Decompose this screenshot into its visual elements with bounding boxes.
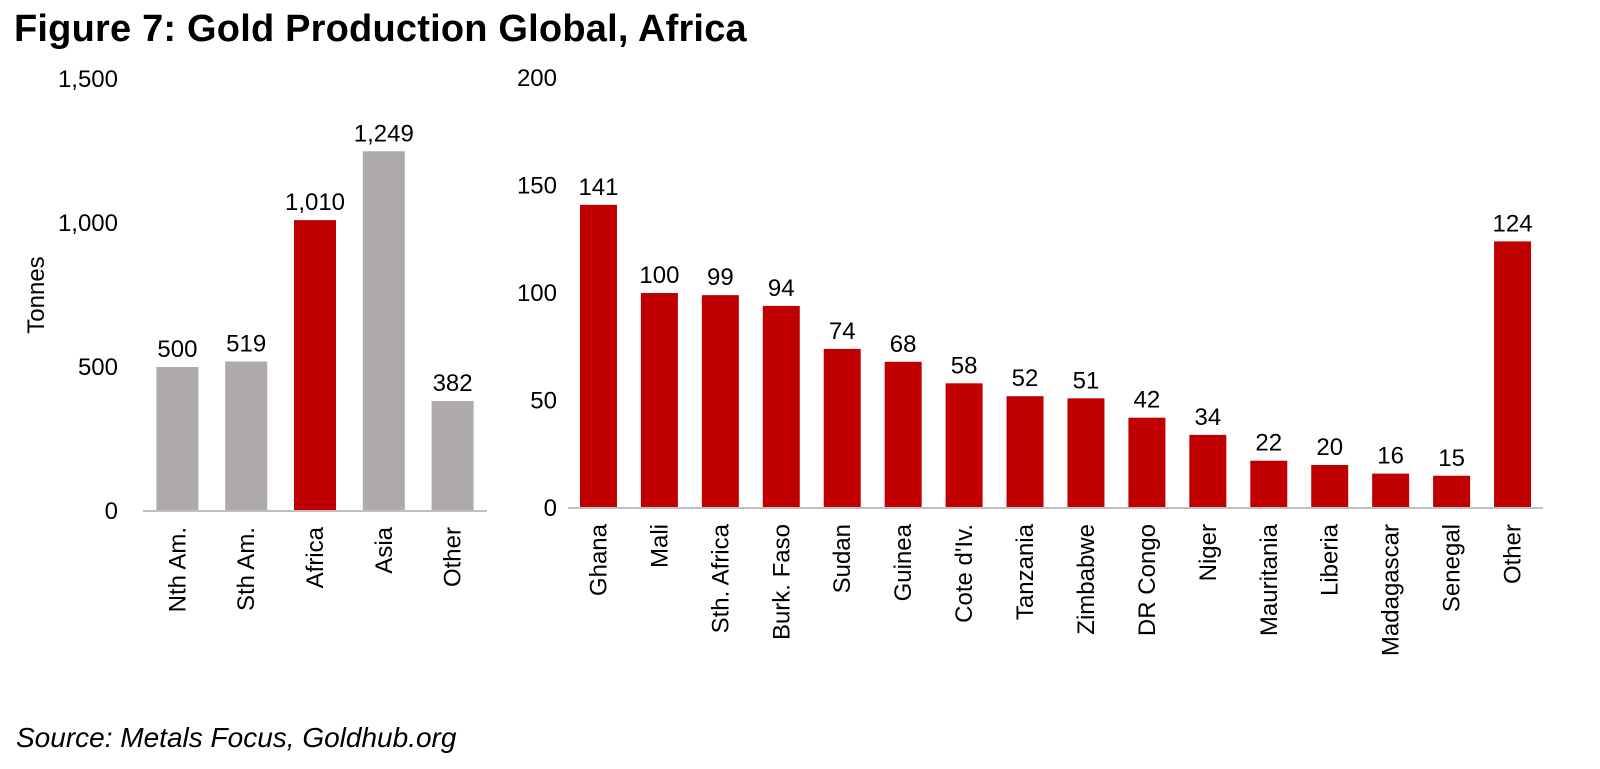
bar-cote-d-iv- — [945, 383, 983, 508]
data-label: 141 — [578, 174, 618, 201]
x-tick-label: Senegal — [1439, 524, 1466, 612]
bar-africa — [294, 220, 336, 511]
bar-senegal — [1433, 475, 1471, 508]
x-tick-label: Zimbabwe — [1073, 524, 1100, 635]
y-tick-label: 100 — [517, 280, 557, 307]
data-label: 100 — [639, 262, 679, 289]
x-tick-label: Ghana — [585, 523, 612, 596]
x-tick-label: Niger — [1195, 524, 1222, 581]
y-tick-label: 1,000 — [58, 210, 118, 237]
x-tick-label: Other — [440, 527, 467, 587]
y-tick-label: 200 — [517, 65, 557, 92]
data-label: 99 — [707, 264, 734, 291]
x-tick-label: Tanzania — [1012, 523, 1039, 620]
x-tick-label: Mali — [646, 524, 673, 568]
data-label: 74 — [829, 318, 856, 345]
x-tick-label: Sth. Africa — [707, 523, 734, 633]
data-label: 1,249 — [354, 120, 414, 147]
x-tick-label: Cote d'Iv. — [951, 524, 978, 623]
bar-zimbabwe — [1067, 398, 1105, 508]
data-label: 382 — [433, 370, 473, 397]
bar-sth-africa — [701, 295, 739, 508]
data-label: 42 — [1134, 387, 1161, 414]
bar-asia — [362, 151, 405, 511]
bar-sudan — [823, 348, 861, 508]
bar-other — [1494, 241, 1532, 508]
x-tick-label: Guinea — [890, 523, 917, 601]
y-tick-label: 50 — [530, 388, 557, 415]
x-tick-label: Madagascar — [1378, 524, 1405, 656]
global-production-chart: 0 500 1,000 1,500 Tonnes 500 Nth Am. 519 Sth Am.… — [23, 66, 487, 612]
bar-liberia — [1311, 465, 1349, 508]
bar-ghana — [579, 204, 617, 508]
data-label: 16 — [1377, 443, 1404, 470]
data-label: 500 — [157, 336, 197, 363]
y-axis-title: Tonnes — [23, 256, 50, 333]
x-tick-label: Liberia — [1317, 523, 1344, 596]
data-label: 519 — [226, 331, 266, 358]
data-label: 58 — [951, 352, 978, 379]
x-tick-label: Other — [1500, 524, 1527, 584]
bar-nth-am- — [156, 367, 199, 511]
data-label: 20 — [1316, 434, 1343, 461]
data-label: 51 — [1073, 367, 1100, 394]
x-tick-label: Burk. Faso — [768, 524, 795, 640]
data-label: 1,010 — [285, 189, 345, 216]
data-label: 52 — [1012, 365, 1039, 392]
y-tick-label: 0 — [544, 495, 557, 522]
data-label: 15 — [1438, 445, 1465, 472]
figure-title: Figure 7: Gold Production Global, Africa — [14, 8, 747, 50]
bar-dr-congo — [1128, 417, 1166, 508]
x-tick-label: Sth Am. — [233, 527, 260, 611]
data-label: 22 — [1255, 430, 1282, 457]
x-tick-label: Mauritania — [1256, 523, 1283, 636]
bar-other — [431, 400, 474, 511]
data-label: 34 — [1194, 404, 1221, 431]
bar-mali — [640, 293, 678, 508]
y-tick-label: 500 — [78, 354, 118, 381]
bar-madagascar — [1372, 473, 1410, 508]
y-tick-label: 150 — [517, 173, 557, 200]
bar-sth-am- — [225, 361, 268, 511]
data-label: 94 — [768, 275, 795, 302]
bar-mauritania — [1250, 460, 1288, 508]
x-tick-label: DR Congo — [1134, 524, 1161, 636]
source-note: Source: Metals Focus, Goldhub.org — [16, 722, 457, 753]
bar-guinea — [884, 361, 922, 508]
data-label: 124 — [1493, 210, 1533, 237]
x-tick-label: Nth Am. — [164, 527, 191, 612]
africa-production-chart: 0 50 100 150 200 141 Ghana 100 Mali 99 Sth. Africa… — [517, 65, 1543, 656]
x-tick-label: Asia — [371, 526, 398, 573]
y-tick-label: 1,500 — [58, 66, 118, 93]
data-label: 68 — [890, 331, 917, 358]
x-tick-label: Africa — [302, 526, 329, 588]
bar-tanzania — [1006, 396, 1044, 508]
x-tick-label: Sudan — [829, 524, 856, 593]
y-tick-label: 0 — [105, 498, 118, 525]
bar-burk-faso — [762, 305, 800, 508]
bar-niger — [1189, 434, 1227, 508]
